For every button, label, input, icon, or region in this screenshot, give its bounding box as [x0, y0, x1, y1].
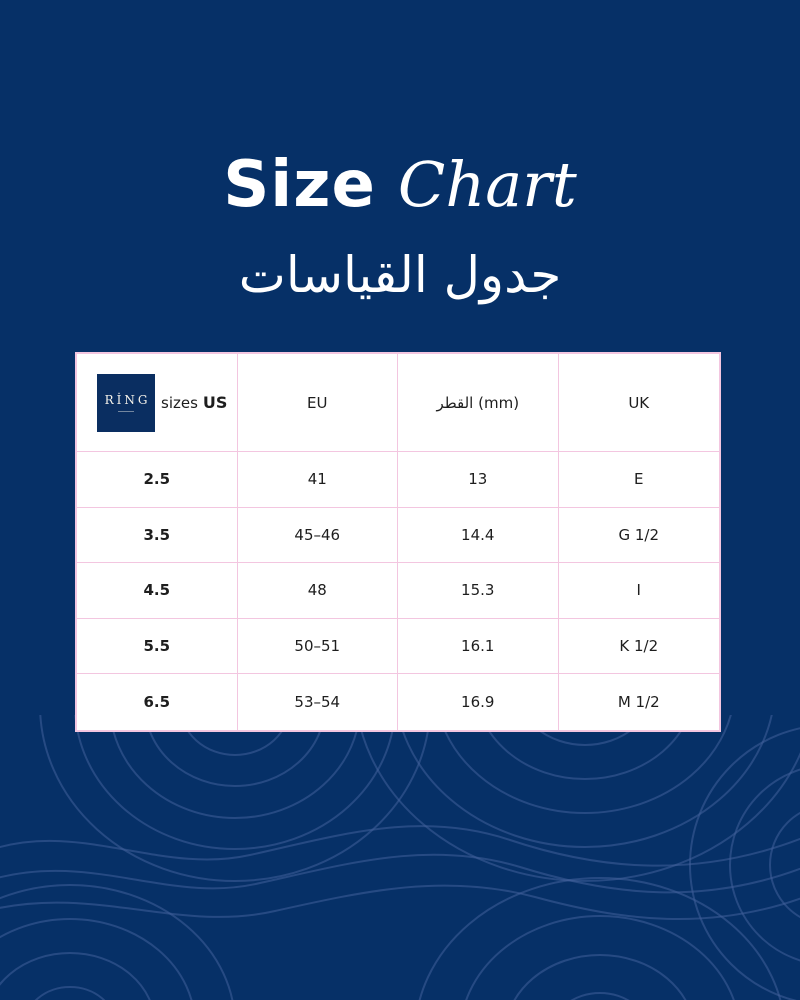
- header-us-label: US: [202, 393, 228, 412]
- cell-eu: 50–51: [237, 618, 398, 675]
- cell-us: 3.5: [77, 507, 238, 564]
- title-arabic-subtitle: جدول القياسات: [238, 246, 562, 304]
- cell-uk: K 1/2: [558, 619, 719, 675]
- contour-pattern: [0, 715, 800, 1000]
- brand-logo: RİNG: [97, 373, 155, 432]
- cell-eu: 48: [237, 563, 398, 619]
- header-cell-diameter: القطر (mm): [398, 354, 559, 452]
- title-line: Size Chart: [0, 148, 800, 222]
- header-cell-us: RİNG sizes US: [77, 354, 238, 452]
- page-title: Size Chart جدول القياسات: [0, 148, 800, 304]
- header-us-prefix: sizes: [161, 394, 198, 412]
- cell-uk: G 1/2: [558, 508, 719, 564]
- cell-eu: 53–54: [238, 674, 398, 730]
- cell-eu: 45–46: [237, 507, 398, 564]
- cell-eu: 41: [237, 452, 398, 508]
- size-chart-table: RİNG sizes US EU القطر (mm) UK 2.5 41 13…: [75, 352, 721, 732]
- brand-logo-text: RİNG: [104, 393, 151, 407]
- cell-mm: 15.3: [398, 563, 559, 619]
- cell-us: 2.5: [77, 452, 238, 508]
- brand-logo-rule: [118, 411, 134, 412]
- cell-uk: E: [558, 452, 719, 508]
- header-cell-uk: UK: [558, 354, 719, 452]
- cell-mm: 13: [398, 452, 559, 508]
- cell-mm: 14.4: [398, 507, 559, 564]
- cell-us: 6.5: [77, 674, 238, 730]
- cell-us: 4.5: [77, 563, 238, 619]
- cell-uk: I: [558, 563, 719, 619]
- header-us-label-group: sizes US: [161, 393, 227, 412]
- cell-mm: 16.9: [398, 674, 559, 730]
- cell-us: 5.5: [77, 618, 238, 675]
- title-word-chart: Chart: [397, 148, 577, 221]
- header-cell-eu: EU: [237, 354, 398, 452]
- cell-uk: M 1/2: [617, 693, 660, 712]
- title-word-size: Size: [223, 148, 376, 222]
- cell-mm: 16.1: [398, 618, 559, 675]
